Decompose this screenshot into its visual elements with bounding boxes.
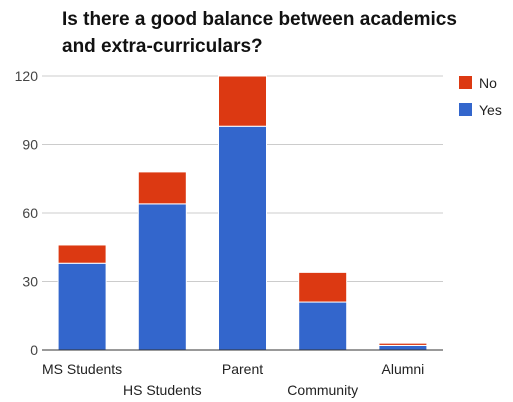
bar-no-alumni bbox=[378, 342, 428, 346]
bar-no-hs-students bbox=[137, 171, 187, 205]
y-tick-label: 60 bbox=[22, 205, 38, 221]
x-tick-label: Parent bbox=[222, 361, 263, 377]
bar-yes-alumni bbox=[378, 344, 428, 351]
bar-no-community bbox=[298, 271, 348, 303]
x-tick-label: HS Students bbox=[123, 382, 202, 398]
legend-swatch-no bbox=[459, 76, 472, 89]
bar-yes-community bbox=[298, 301, 348, 351]
x-tick-label: Community bbox=[287, 382, 358, 398]
y-tick-label: 0 bbox=[30, 342, 38, 358]
bar-yes-ms-students bbox=[57, 262, 107, 351]
legend-swatch-yes bbox=[459, 103, 472, 116]
bar-no-parent bbox=[218, 75, 267, 127]
chart-title: Is there a good balance between academic… bbox=[62, 9, 457, 57]
x-tick-label: Alumni bbox=[382, 361, 425, 377]
bar-yes-parent bbox=[218, 125, 267, 351]
y-tick-label: 90 bbox=[22, 137, 38, 153]
bar-no-ms-students bbox=[57, 244, 107, 264]
legend-label-no: No bbox=[479, 75, 497, 91]
y-tick-label: 120 bbox=[15, 68, 39, 84]
legend-label-yes: Yes bbox=[479, 102, 502, 118]
y-tick-label: 30 bbox=[22, 274, 38, 290]
bar-yes-hs-students bbox=[137, 203, 187, 351]
x-tick-label: MS Students bbox=[42, 361, 122, 377]
